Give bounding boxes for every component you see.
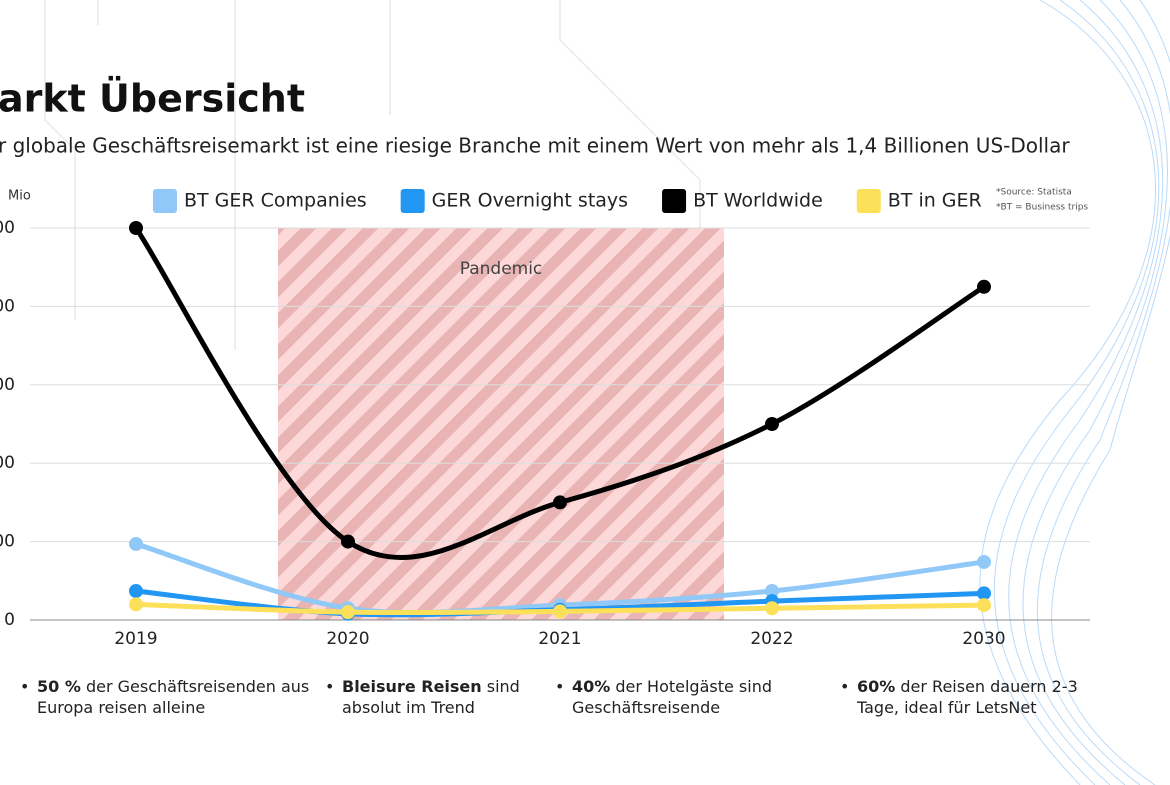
data-point (977, 586, 991, 601)
x-tick-label: 2020 (326, 629, 369, 649)
legend-swatch (662, 189, 687, 213)
bullet-bold: 40% (572, 677, 611, 696)
y-tick-label: 100 (0, 532, 15, 552)
legend-label: BT Worldwide (693, 190, 823, 212)
legend-swatch (856, 189, 881, 213)
note: *BT = Business trips (996, 203, 1088, 213)
data-point (129, 597, 143, 612)
data-point (765, 417, 779, 431)
y-tick-label: 200 (0, 453, 15, 473)
data-point (553, 604, 567, 619)
data-point (553, 495, 567, 510)
x-tick-label: 2019 (114, 629, 157, 649)
series-line (133, 225, 987, 561)
legend-swatch (400, 189, 425, 213)
bullet-dot: • (555, 677, 565, 696)
legend-label: BT in GER (888, 190, 982, 212)
bullet-bold: 50 % (37, 677, 81, 696)
y-tick-label: 500 (0, 218, 15, 238)
data-point (341, 605, 355, 620)
data-point (765, 583, 779, 598)
annotation: Pandemic (460, 259, 543, 279)
bullet-list: • 50 % der Geschäftsreisenden aus Europa … (20, 676, 1140, 736)
title: arkt Übersicht (0, 77, 305, 121)
bullet-item: • 40% der Hotelgäste sind Geschäftsreisen… (555, 676, 812, 718)
bullet-dot: • (20, 677, 30, 696)
y-tick-label: 0 (4, 610, 15, 630)
decoration-circuit (44, 0, 701, 350)
data-point (129, 583, 143, 598)
bullet-text: der Geschäftsreisenden aus Europa reisen… (37, 677, 315, 717)
subtitle: r globale Geschäftsreisemarkt ist eine r… (0, 134, 1070, 158)
data-point (129, 536, 143, 551)
bullet-dot: • (840, 677, 850, 696)
x-tick-label: 2030 (962, 629, 1005, 649)
bullet-item: • Bleisure Reisen sind absolut im Trend (325, 676, 552, 718)
bullet-text: der Hotelgäste sind Geschäftsreisende (572, 677, 778, 717)
bullet-item: • 60% der Reisen dauern 2-3 Tage, ideal f… (840, 676, 1107, 718)
data-point (341, 534, 355, 549)
data-point (765, 601, 779, 616)
y-tick-label: 400 (0, 296, 15, 316)
bullet-text: der Reisen dauern 2-3 Tage, ideal für Le… (857, 677, 1083, 717)
x-tick-label: 2022 (750, 629, 793, 649)
legend-label: BT GER Companies (184, 190, 367, 212)
decoration (979, 0, 1170, 785)
note: *Source: Statista (996, 188, 1072, 198)
bullet-bold: Bleisure Reisen (342, 677, 482, 696)
bullet-item: • 50 % der Geschäftsreisenden aus Europa … (20, 676, 317, 718)
y-axis-label: Mio (8, 189, 31, 204)
x-tick-label: 2021 (538, 629, 581, 649)
data-point (129, 221, 143, 235)
y-tick-label: 300 (0, 375, 15, 395)
bullet-dot: • (325, 677, 335, 696)
bullet-bold: 60% (857, 677, 896, 696)
bullet-text: sind absolut im Trend (342, 677, 525, 717)
legend-label: GER Overnight stays (432, 190, 628, 212)
data-point (977, 554, 991, 569)
data-point (977, 279, 991, 294)
pandemic-band (278, 228, 724, 620)
data-point (977, 598, 991, 613)
legend-swatch (153, 189, 177, 213)
